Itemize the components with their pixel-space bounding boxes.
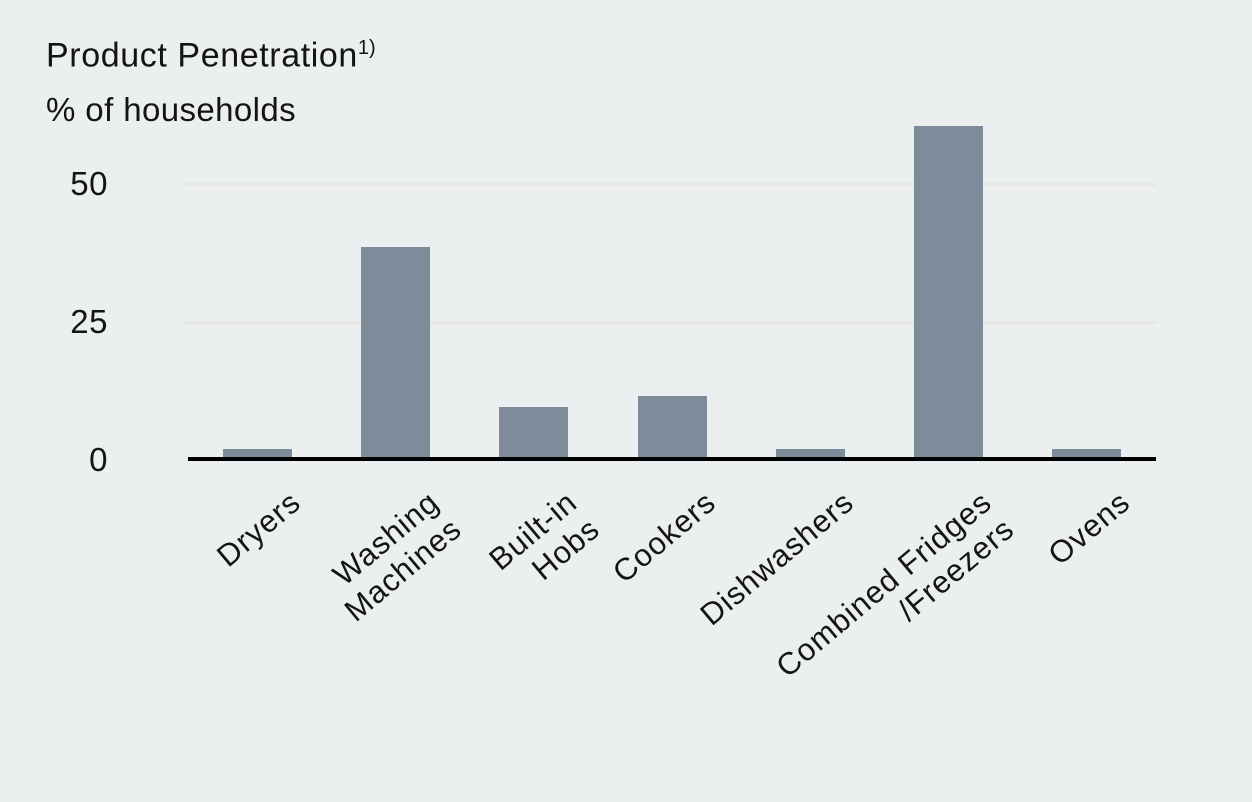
bar-washing-machines — [360, 247, 430, 457]
x-label-washing-machines: Washing Machines — [325, 484, 468, 629]
chart-title-text: Product Penetration — [46, 36, 358, 75]
x-axis-line — [188, 457, 1156, 461]
x-label-combined-fridges-freezers: Combined Fridges /Freezers — [769, 484, 1021, 685]
bar-combined-fridges-freezers — [914, 125, 984, 457]
x-label-cookers: Cookers — [605, 484, 722, 590]
x-label-dryers: Dryers — [209, 484, 308, 574]
chart-header: Product Penetration1) % of households — [46, 38, 376, 129]
bar-dryers — [222, 448, 292, 457]
y-tick-label-50: 50 — [70, 165, 108, 202]
plot-area — [184, 120, 1156, 461]
gridline-50 — [184, 183, 1156, 186]
footnote-marker: 1) — [357, 37, 376, 59]
chart-subtitle: % of households — [46, 91, 297, 129]
x-label-ovens: Ovens — [1041, 484, 1137, 572]
bar-cookers — [637, 396, 707, 457]
chart-title: Product Penetration1) — [46, 38, 376, 72]
x-label-dishwashers: Dishwashers — [693, 484, 861, 633]
y-tick-label-0: 0 — [89, 441, 108, 478]
x-label-built-in-hobs: Built-in Hobs — [482, 484, 606, 587]
y-tick-label-25: 25 — [70, 303, 108, 340]
bar-dishwashers — [775, 448, 845, 457]
gridline-25 — [184, 321, 1156, 324]
bar-built-in-hobs — [499, 407, 569, 457]
y-axis: 0 25 50 — [0, 0, 108, 802]
bar-ovens — [1052, 448, 1122, 457]
